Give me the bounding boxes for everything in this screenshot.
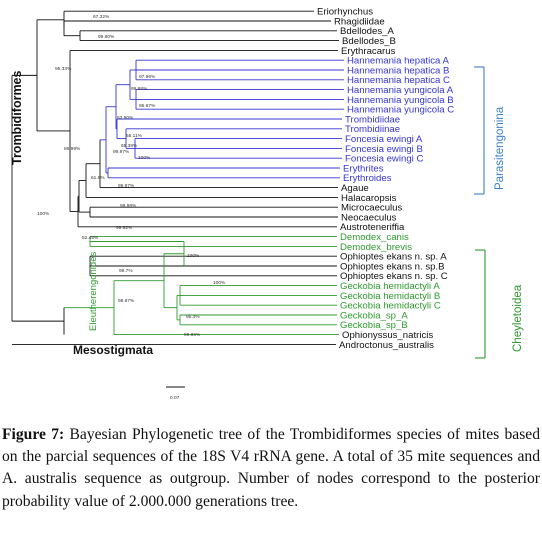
tip-label-trombidiinae: Trombidiinae xyxy=(345,124,400,135)
tip-label-androctonus-australis: Androctonus_australis xyxy=(339,340,434,351)
tip-label-foncesia-ewingi-c: Foncesia ewingi C xyxy=(345,154,423,165)
node-label-foncesia-group: 65.38% xyxy=(121,143,138,149)
caption-label: Figure 7: xyxy=(2,426,65,443)
figure-caption: Figure 7: Bayesian Phylogenetic tree of … xyxy=(2,424,540,513)
phylogenetic-tree: EriorhynchusRhagidiidaeBdellodes_ABdello… xyxy=(10,7,524,401)
tip-label-bdellodes-b: Bdellodes_B xyxy=(342,36,396,47)
tip-label-microcaeculus: Microcaeculus xyxy=(341,203,403,214)
tip-label-erythracarus: Erythracarus xyxy=(341,46,396,57)
node-label-hannemania: 83.90% xyxy=(117,115,134,121)
tree-branches xyxy=(11,10,344,345)
tip-label-geckobia-sp-a: Geckobia_sp_A xyxy=(340,310,408,321)
tip-label-neocaeculus: Neocaeculus xyxy=(341,212,397,223)
tip-label-agaue: Agaue xyxy=(341,183,369,194)
node-label-bdellodes: 99.80% xyxy=(98,34,115,40)
node-label-erythraeoidea: 61.8% xyxy=(91,175,105,181)
tip-label-hannemania-yungicola-b: Hannemania yungicola B xyxy=(347,95,454,106)
node-label-geckobia-sp: 99.86% xyxy=(184,332,201,338)
tip-label-bdellodes-a: Bdellodes_A xyxy=(340,26,394,37)
tip-label-geckobia-sp-b: Geckobia_sp_B xyxy=(340,320,408,331)
tip-label-ophioptes-a: Ophioptes ekans n. sp. A xyxy=(340,252,447,263)
tip-label-geckobia-hemidactyli-b: Geckobia hemidactyli B xyxy=(340,291,440,302)
clade-label-cheyletoidea: Cheyletoidea xyxy=(512,284,524,352)
node-support-labels: 67.32% 99.80% 95.33% 97.96% 99.98% 95.67% 83.9… xyxy=(37,14,226,338)
node-label-trombidiformes-core: 95.33% xyxy=(55,66,72,72)
tip-labels: EriorhynchusRhagidiidaeBdellodes_ABdello… xyxy=(317,7,454,351)
tip-label-geckobia-hemidactyli-a: Geckobia hemidactyli A xyxy=(340,281,440,292)
node-label-trombidiidae: 55.11% xyxy=(126,133,143,139)
node-label-demodex-ophioptes: 99.7% xyxy=(119,268,133,274)
node-label-demodex: 100% xyxy=(187,253,200,259)
tip-label-halacaropsis: Halacaropsis xyxy=(341,193,397,204)
tip-label-rhagidiidae: Rhagidiidae xyxy=(334,16,385,27)
tip-label-demodex-brevis: Demodex_brevis xyxy=(340,242,412,253)
node-label-caeculidae: 99.92% xyxy=(116,225,133,231)
node-label-ophioptes: 100% xyxy=(213,280,226,286)
node-label-root: 100% xyxy=(37,211,50,217)
clade-label-parasitengonina: Parasitengonina xyxy=(494,106,506,190)
tip-label-erythroides: Erythroides xyxy=(343,173,392,184)
node-label-agaue: 99.98% xyxy=(120,203,137,209)
node-label-geckobia-hemidactyli: 95.4% xyxy=(186,314,200,320)
tip-label-ophioptes-c: Ophioptes ekans n. sp. C xyxy=(340,271,448,282)
caption-text: Bayesian Phylogenetic tree of the Trombi… xyxy=(2,426,541,510)
tip-label-austroteneriffia: Austroteneriffia xyxy=(340,222,405,233)
clade-label-trombidiformes: Trombidiformes xyxy=(10,70,24,165)
tip-label-eriorhynchus: Eriorhynchus xyxy=(317,7,373,18)
node-label-parasitengonina: 86.99% xyxy=(64,146,81,152)
scale-bar-label: 0.07 xyxy=(170,395,180,401)
tip-label-foncesia-ewingi-a: Foncesia ewingi A xyxy=(345,134,423,145)
tip-label-hannemania-hepatica-c: Hannemania hepatica C xyxy=(347,75,450,86)
node-label-hannemania-inner: 99.98% xyxy=(131,86,148,92)
tip-label-demodex-canis: Demodex_canis xyxy=(340,232,409,243)
node-label-cheyletoidea: 98.97% xyxy=(118,298,135,304)
node-label-rhagidiidae: 67.32% xyxy=(93,14,110,20)
node-label-hepatica: 97.96% xyxy=(139,74,156,80)
tip-label-hannemania-yungicola-a: Hannemania yungicola A xyxy=(347,85,454,96)
parasitengonina-bracket xyxy=(474,66,485,195)
tip-label-ophioptes-b: Ophioptes ekans n. sp.B xyxy=(340,261,445,272)
tip-label-hannemania-hepatica-a: Hannemania hepatica A xyxy=(347,56,449,67)
node-label-foncesia-inner: 99.97% xyxy=(113,149,130,155)
tip-label-hannemania-hepatica-b: Hannemania hepatica B xyxy=(347,65,449,76)
tip-label-geckobia-hemidactyli-c: Geckobia hemidactyli C xyxy=(340,301,441,312)
tip-label-trombidiidae: Trombidiidae xyxy=(345,114,400,125)
node-label-erythrites: 99.97% xyxy=(118,183,135,189)
cheyletoidea-bracket xyxy=(475,249,486,359)
node-label-austroteneriffia: 52.45% xyxy=(82,235,99,241)
tip-label-erythrites: Erythrites xyxy=(343,163,384,174)
tip-label-ophionyssus-natricis: Ophionyssus_natricis xyxy=(342,330,433,341)
node-label-yungicola: 95.67% xyxy=(139,103,156,109)
node-label-foncesia: 100% xyxy=(138,155,151,161)
tip-label-foncesia-ewingi-b: Foncesia ewingi B xyxy=(345,144,423,155)
tip-label-hannemania-yungicola-c: Hannemania yungicola C xyxy=(347,105,454,116)
clade-label-eleutherengonides: Eleutherengonides xyxy=(88,252,99,331)
clade-label-mesostigmata: Mesostigmata xyxy=(73,343,153,357)
